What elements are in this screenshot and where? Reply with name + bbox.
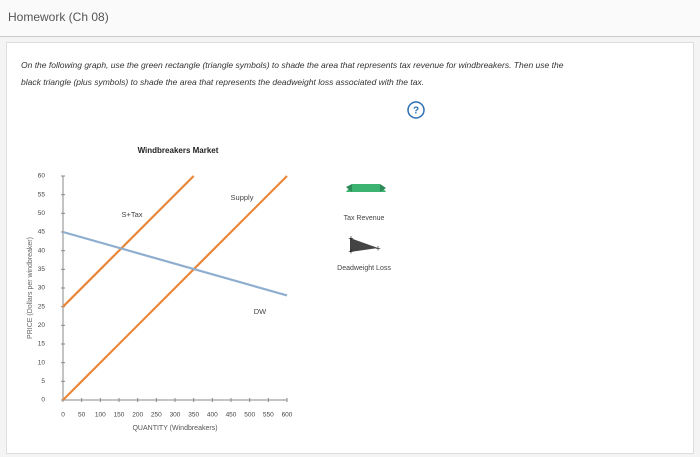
header-title: Homework (Ch 08): [8, 10, 109, 24]
series-label: Supply: [231, 193, 254, 202]
tax-revenue-tool[interactable]: [346, 184, 386, 192]
y-tick-label: 50: [38, 210, 46, 217]
x-tick-label: 50: [78, 412, 86, 419]
deadweight-loss-tool[interactable]: +: [348, 233, 353, 243]
x-tick-label: 450: [226, 412, 237, 419]
x-axis-label: QUANTITY (Windbreakers): [132, 425, 217, 432]
y-tick-label: 40: [38, 247, 46, 254]
y-tick-label: 10: [38, 359, 46, 366]
deadweight-loss-tool[interactable]: +: [348, 246, 353, 256]
instruction: On the following graph, use the green re…: [21, 60, 564, 70]
x-tick-label: 600: [282, 412, 293, 419]
x-tick-label: 200: [132, 412, 143, 419]
tax-revenue-tool[interactable]: [346, 184, 352, 192]
x-tick-label: 550: [263, 412, 274, 419]
chart-title: Windbreakers Market: [138, 146, 219, 155]
tax-revenue-tool[interactable]: [380, 184, 386, 192]
x-tick-label: 500: [244, 412, 255, 419]
instruction: black triangle (plus symbols) to shade t…: [21, 77, 425, 87]
series-line: [62, 230, 288, 297]
series-label: S+Tax: [121, 210, 142, 219]
series-line: [62, 175, 288, 401]
y-tick-label: 25: [38, 303, 46, 310]
y-tick-label: 0: [41, 397, 45, 404]
help-icon[interactable]: ?: [413, 106, 419, 117]
y-tick-label: 15: [38, 341, 46, 348]
y-tick-label: 30: [38, 285, 46, 292]
series-label: DW: [254, 307, 267, 316]
help-button[interactable]: [407, 101, 425, 119]
x-tick-label: 350: [188, 412, 199, 419]
y-tick-label: 20: [38, 322, 46, 329]
x-tick-label: 250: [151, 412, 162, 419]
deadweight-loss-tool[interactable]: +: [375, 243, 380, 253]
y-tick-label: 60: [38, 173, 46, 180]
palette-label: Tax Revenue: [344, 215, 385, 222]
palette-label: Deadweight Loss: [337, 265, 391, 272]
y-tick-label: 55: [38, 191, 46, 198]
x-tick-label: 400: [207, 412, 218, 419]
header: Homework (Ch 08): [0, 0, 700, 37]
y-tick-label: 5: [41, 378, 45, 385]
y-tick-label: 35: [38, 266, 46, 273]
x-tick-label: 300: [170, 412, 181, 419]
x-tick-label: 100: [95, 412, 106, 419]
deadweight-loss-tool[interactable]: [350, 238, 378, 252]
y-tick-label: 45: [38, 229, 46, 236]
y-axis-label: PRICE (Dollars per windbreaker): [27, 237, 34, 339]
x-tick-label: 0: [61, 412, 65, 419]
series-line: [62, 175, 195, 308]
x-tick-label: 150: [114, 412, 125, 419]
